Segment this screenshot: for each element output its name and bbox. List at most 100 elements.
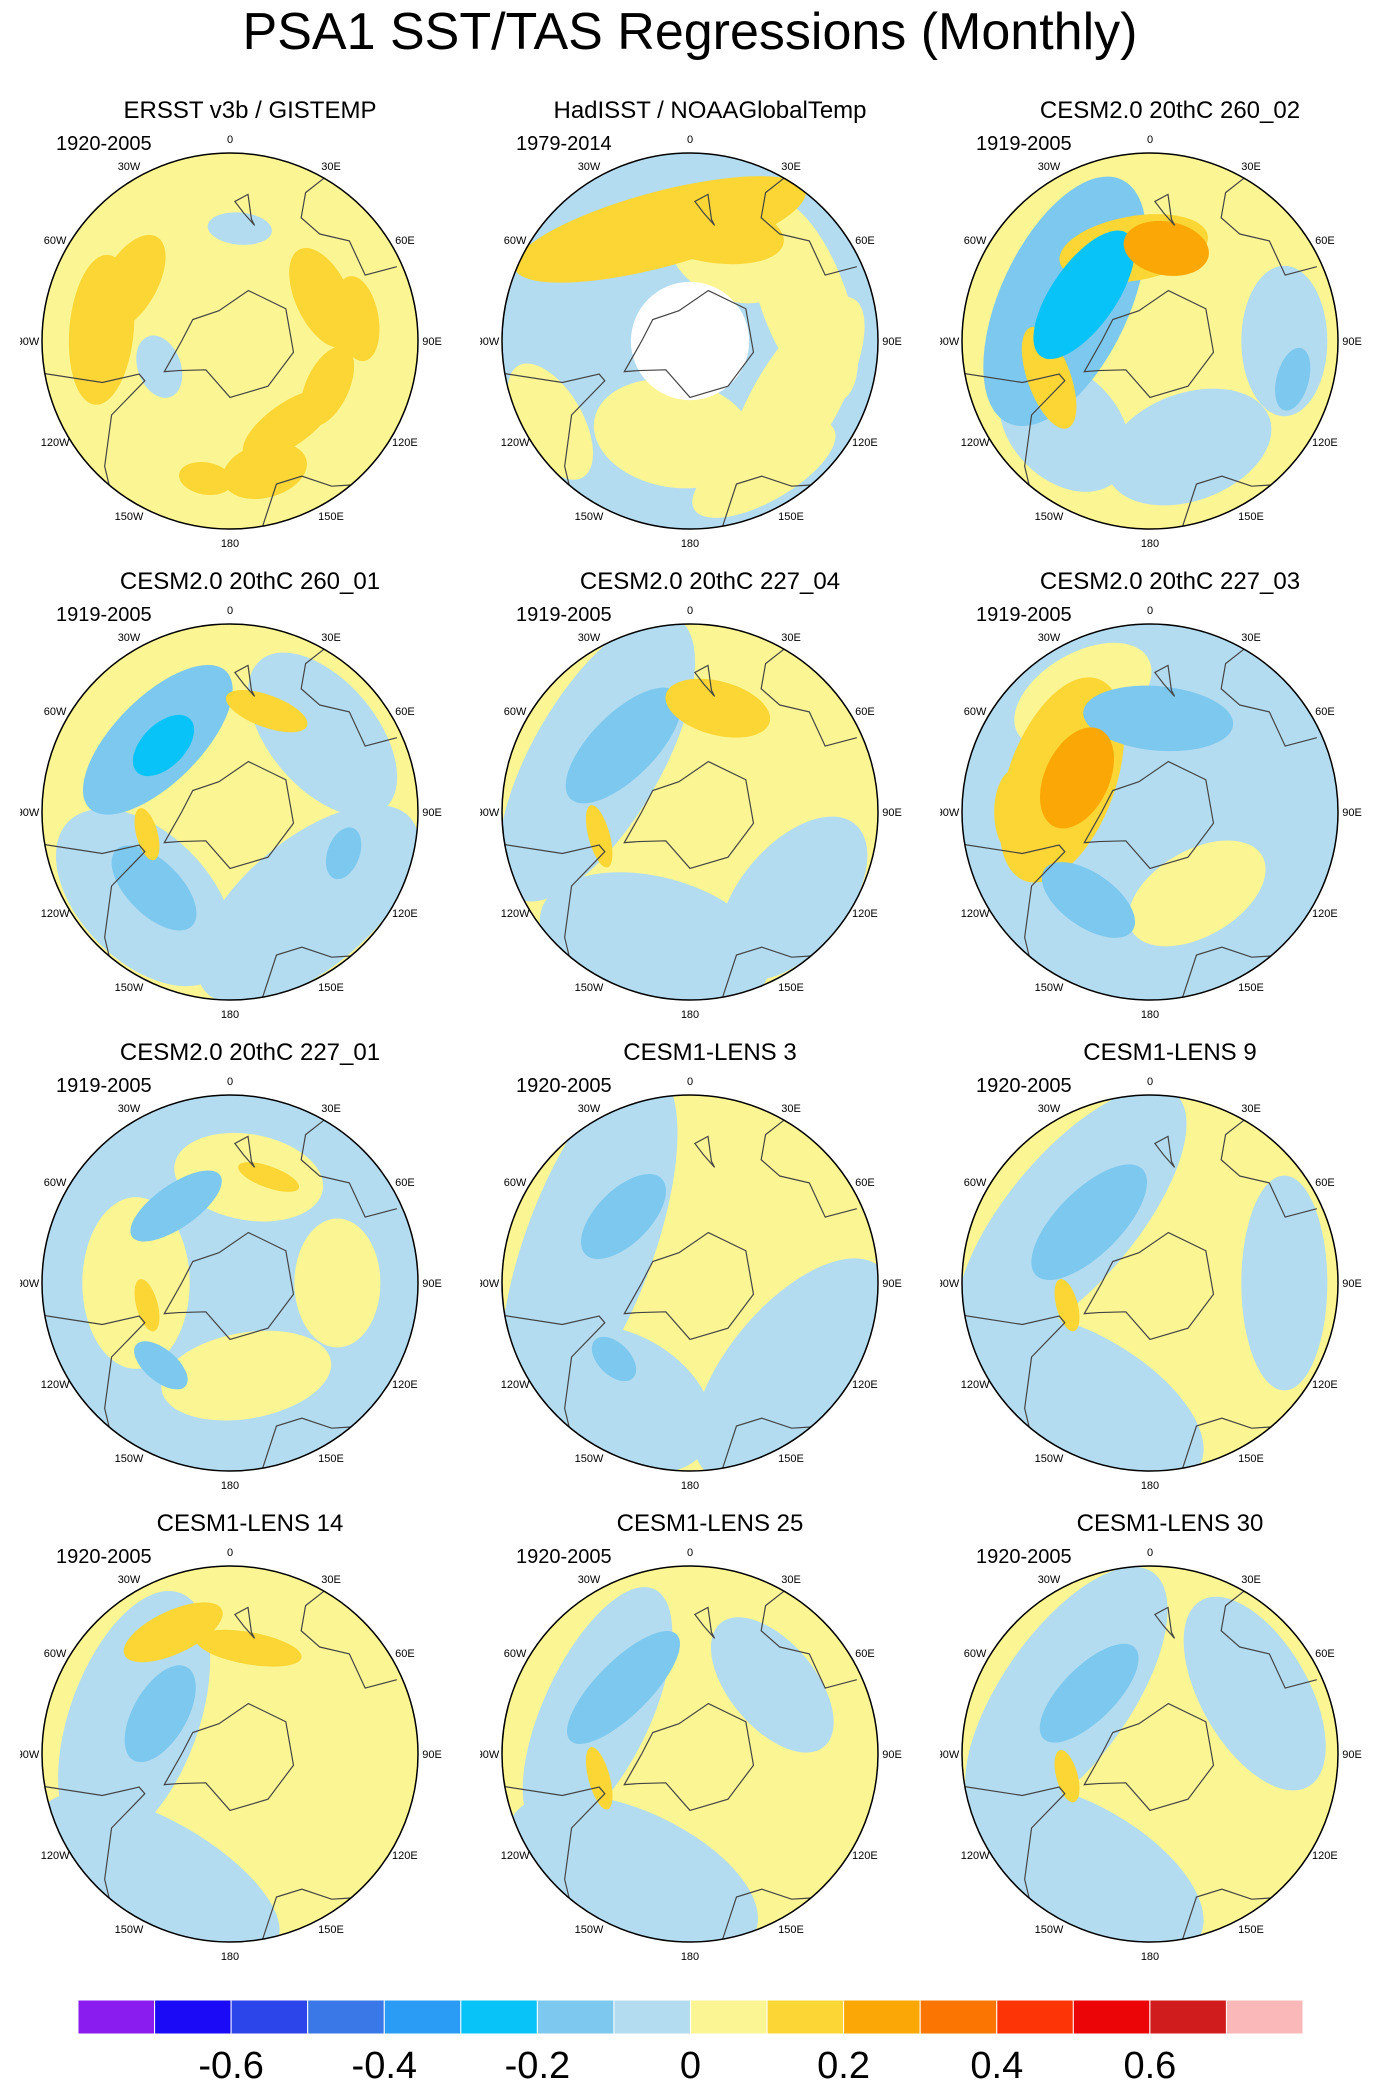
- anomaly-region: [581, 1174, 666, 1259]
- anomaly-region: [693, 1258, 878, 1471]
- longitude-label: 180: [221, 538, 239, 550]
- south-america-coastline: [504, 1315, 606, 1428]
- longitude-label: 120E: [1312, 908, 1338, 920]
- anomaly-region: [585, 1747, 613, 1810]
- longitude-label: 60E: [855, 706, 875, 718]
- longitude-label: 150W: [115, 982, 144, 994]
- new-zealand-coastline: [1153, 1606, 1176, 1639]
- polar-map: 0 30E 60E 90E 120E 150E 180 150W 120W 90W 60W 30W: [480, 134, 902, 550]
- polar-map: 0 30E 60E 90E 120E 150E 180 150W 120W 90W 60W 30W: [940, 1076, 1362, 1492]
- longitude-label: 180: [681, 538, 699, 550]
- longitude-label: 60E: [1315, 1648, 1335, 1660]
- new-zealand-coastline: [693, 193, 716, 226]
- longitude-label: 120E: [852, 1379, 878, 1391]
- longitude-label: 150W: [1035, 982, 1064, 994]
- anomaly-region: [1128, 840, 1266, 947]
- panel-title: CESM2.0 20thC 227_01: [119, 1039, 381, 1066]
- longitude-label: 180: [1141, 538, 1159, 550]
- colorbar-box: [536, 1999, 615, 2035]
- anomaly-region: [42, 1793, 280, 1942]
- longitude-label: 150E: [318, 982, 344, 994]
- longitude-label: 60E: [1315, 706, 1335, 718]
- africa-coastline: [722, 946, 811, 998]
- colorbar-box: [690, 1999, 768, 2035]
- longitude-label: 150E: [778, 1453, 804, 1465]
- longitude-label: 150W: [575, 982, 604, 994]
- longitude-label: 180: [681, 1009, 699, 1021]
- longitude-label: 90E: [1342, 336, 1362, 348]
- longitude-label: 150W: [575, 511, 604, 523]
- longitude-label: 150W: [1035, 1924, 1064, 1936]
- longitude-label: 90E: [1342, 807, 1362, 819]
- longitude-label: 120E: [392, 1850, 418, 1862]
- longitude-label: 180: [1141, 1951, 1159, 1963]
- longitude-label: 0: [1147, 1076, 1153, 1088]
- colorbar-box: [1225, 1999, 1304, 2035]
- antarctica-outline: [623, 1231, 755, 1341]
- south-america-coastline: [44, 1786, 146, 1899]
- longitude-label: 150E: [318, 1453, 344, 1465]
- australia-coastline: [760, 1119, 857, 1218]
- longitude-label: 90W: [20, 807, 40, 819]
- longitude-label: 90E: [422, 807, 442, 819]
- panel-period: 1920-2005: [56, 133, 152, 155]
- panel-period: 1920-2005: [516, 1075, 612, 1097]
- anomaly-region: [1083, 685, 1234, 752]
- map-border: [41, 1094, 419, 1472]
- anomaly-region: [222, 442, 307, 499]
- longitude-label: 30E: [1241, 632, 1261, 644]
- panel-title: CESM1-LENS 9: [1083, 1039, 1257, 1066]
- anomaly-region: [82, 1197, 190, 1369]
- colorbar-tick-label: 0: [680, 2045, 701, 2087]
- longitude-label: 90W: [940, 1749, 960, 1761]
- longitude-label: 120W: [41, 908, 70, 920]
- anomaly-region: [300, 346, 355, 427]
- longitude-label: 120E: [1312, 1379, 1338, 1391]
- longitude-label: 120W: [41, 1850, 70, 1862]
- longitude-label: 30W: [1038, 1574, 1061, 1586]
- anomaly-region: [1241, 1175, 1328, 1391]
- longitude-label: 60W: [44, 235, 67, 247]
- panel-period: 1920-2005: [976, 1546, 1072, 1568]
- anomaly-region: [195, 1629, 302, 1667]
- panel-title: CESM2.0 20thC 260_02: [1039, 97, 1301, 124]
- anomaly-region: [962, 1782, 1204, 1942]
- longitude-label: 30W: [118, 161, 141, 173]
- australia-coastline: [760, 177, 857, 276]
- longitude-label: 0: [227, 605, 233, 617]
- colorbar-box: [77, 1999, 156, 2035]
- map-panel: 0 30E 60E 90E 120E 150E 180 150W 120W 90W 60W 30W CE…: [940, 96, 1380, 566]
- longitude-label: 30W: [118, 1103, 141, 1115]
- africa-coastline: [1182, 475, 1271, 527]
- longitude-label: 90W: [940, 807, 960, 819]
- anomaly-region: [207, 212, 272, 245]
- colorbar-box: [154, 1999, 232, 2035]
- anomaly-region: [962, 1311, 1204, 1471]
- colorbar-tick-label: -0.4: [352, 2045, 417, 2087]
- anomaly-region: [294, 1218, 381, 1348]
- longitude-label: 120W: [501, 437, 530, 449]
- longitude-label: 30E: [1241, 1103, 1261, 1115]
- longitude-label: 30E: [781, 1574, 801, 1586]
- panel-period: 1920-2005: [56, 1546, 152, 1568]
- colorbar-box: [460, 1999, 538, 2035]
- longitude-label: 180: [681, 1951, 699, 1963]
- polar-map: 0 30E 60E 90E 120E 150E 180 150W 120W 90W 60W 30W: [20, 605, 442, 1021]
- africa-coastline: [262, 1888, 351, 1940]
- anomaly-region: [1123, 220, 1209, 276]
- australia-coastline: [760, 1590, 857, 1689]
- longitude-label: 60E: [855, 235, 875, 247]
- map-panel: 0 30E 60E 90E 120E 150E 180 150W 120W 90W 60W 30W CE…: [480, 567, 940, 1037]
- panel-title: CESM2.0 20thC 227_04: [579, 568, 841, 595]
- longitude-label: 0: [687, 605, 693, 617]
- longitude-label: 60W: [964, 1177, 987, 1189]
- longitude-label: 30E: [781, 632, 801, 644]
- longitude-label: 30E: [321, 1574, 341, 1586]
- map-border: [41, 623, 419, 1001]
- longitude-label: 150W: [115, 1924, 144, 1936]
- africa-coastline: [1182, 1888, 1271, 1940]
- antarctica-outline: [1083, 1702, 1215, 1812]
- longitude-label: 60W: [44, 1648, 67, 1660]
- new-zealand-coastline: [233, 1606, 256, 1639]
- colorbar-box: [766, 1999, 845, 2035]
